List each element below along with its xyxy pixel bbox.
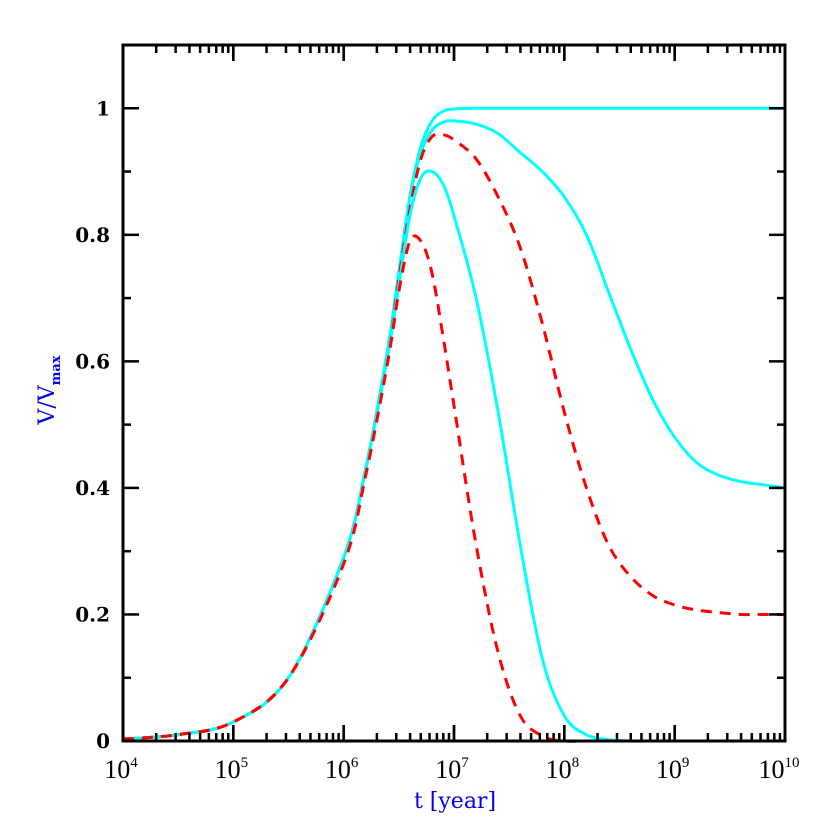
curve-solid-fast-decay — [122, 169, 785, 743]
y-tick-label: 0.6 — [75, 349, 110, 373]
x-tick-label: 108 — [546, 755, 580, 784]
data-curves — [122, 106, 786, 743]
x-tick-label: 109 — [656, 755, 690, 784]
x-axis-label: t [year] — [414, 789, 496, 814]
y-axis-label-sub: max — [49, 355, 64, 385]
x-tick-labels: 104 105 106 107 108 109 1010 — [104, 755, 799, 784]
curve-dashed-fast-decay — [122, 234, 785, 743]
y-tick-label: 0 — [96, 729, 110, 753]
svg-text:V/Vmax: V/Vmax — [35, 355, 64, 425]
y-tick-label: 1 — [96, 96, 110, 120]
curve-dashed-mid-decay — [122, 132, 785, 741]
y-tick-labels: 0 0.2 0.4 0.6 0.8 1 — [75, 96, 110, 753]
y-tick-label: 0.4 — [75, 476, 110, 500]
x-tick-label: 106 — [325, 755, 359, 784]
x-tick-label: 1010 — [759, 755, 800, 784]
x-tick-label: 107 — [435, 755, 469, 784]
y-tick-label: 0.8 — [75, 223, 110, 247]
curve-solid-plateau — [122, 106, 785, 741]
x-tick-label: 104 — [104, 755, 138, 784]
axis-ticks — [121, 43, 787, 743]
plot-frame — [121, 43, 787, 743]
y-axis-label: V/Vmax — [35, 355, 64, 425]
y-tick-label: 0.2 — [75, 602, 110, 626]
x-tick-label: 105 — [215, 755, 248, 784]
y-axis-label-main: V/V — [35, 384, 60, 425]
